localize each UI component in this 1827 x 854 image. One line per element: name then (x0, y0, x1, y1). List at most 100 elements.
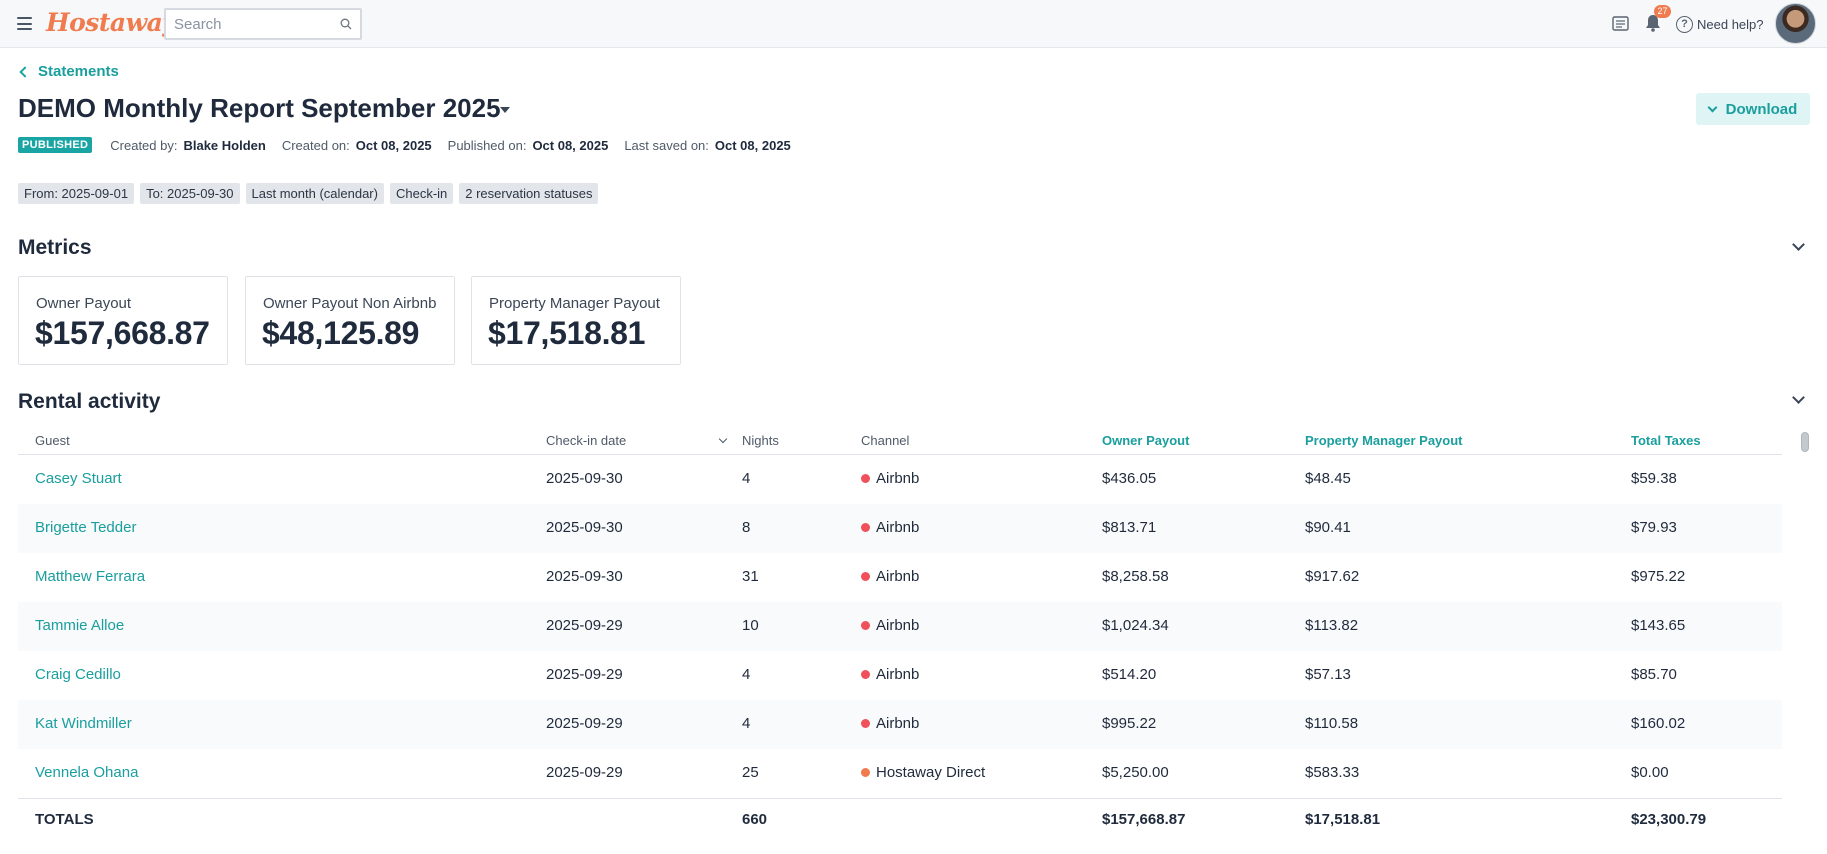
metrics-collapse-chevron-icon[interactable] (1792, 238, 1805, 251)
metric-value: $48,125.89 (262, 315, 420, 351)
channel-label: Hostaway Direct (876, 764, 986, 781)
nights-cell: 4 (742, 470, 751, 487)
guest-link[interactable]: Kat Windmiller (35, 715, 132, 732)
rental-activity-collapse-chevron-icon[interactable] (1792, 391, 1805, 404)
channel-cell: Airbnb (861, 470, 919, 487)
created-by-label: Created by: (110, 137, 178, 153)
filter-chip-statuses[interactable]: 2 reservation statuses (459, 183, 599, 204)
column-channel[interactable]: Channel (861, 433, 910, 448)
search-icon[interactable] (340, 18, 352, 30)
channel-dot-icon (861, 621, 870, 630)
last-saved-value: Oct 08, 2025 (714, 137, 791, 153)
checkin-date-cell: 2025-09-29 (546, 715, 623, 732)
guest-link[interactable]: Matthew Ferrara (35, 568, 146, 585)
notification-badge: 27 (1654, 5, 1671, 18)
metric-label: Owner Payout (36, 295, 132, 312)
breadcrumb[interactable]: Statements (18, 63, 119, 80)
filter-chip-from[interactable]: From: 2025-09-01 (18, 183, 135, 204)
totals-nights: 660 (742, 811, 768, 828)
metric-value: $157,668.87 (35, 315, 210, 351)
last-saved-label: Last saved on: (624, 137, 709, 153)
table-row[interactable]: Brigette Tedder 2025-09-30 8 Airbnb $813.71 $… (18, 504, 1782, 553)
column-checkin-date[interactable]: Check-in date (546, 433, 627, 448)
chevron-down-icon (1707, 102, 1718, 112)
question-icon: ? (1676, 15, 1693, 33)
total-taxes-cell: $59.38 (1631, 470, 1677, 487)
total-taxes-cell: $975.22 (1631, 568, 1686, 585)
nights-cell: 25 (742, 764, 759, 781)
pm-payout-cell: $113.82 (1305, 617, 1359, 634)
owner-payout-cell: $1,024.34 (1102, 617, 1169, 634)
channel-dot-icon (861, 670, 870, 679)
help-label: Need help? (1697, 16, 1764, 32)
owner-payout-cell: $514.20 (1102, 666, 1157, 683)
nights-cell: 8 (742, 519, 751, 536)
caret-down-icon[interactable] (500, 107, 510, 113)
metric-label: Owner Payout Non Airbnb (263, 295, 437, 312)
filter-chip-to[interactable]: To: 2025-09-30 (140, 183, 240, 204)
table-scrollbar[interactable] (1800, 430, 1810, 830)
table-row[interactable]: Kat Windmiller 2025-09-29 4 Airbnb $995.22 $1… (18, 700, 1782, 749)
pm-payout-cell: $917.62 (1305, 568, 1360, 585)
guest-link[interactable]: Tammie Alloe (35, 617, 125, 634)
table-row[interactable]: Vennela Ohana 2025-09-29 25 Hostaway Direct… (18, 749, 1782, 798)
pm-payout-cell: $48.45 (1305, 470, 1351, 487)
column-total-taxes[interactable]: Total Taxes (1631, 433, 1701, 448)
table-row[interactable]: Casey Stuart 2025-09-30 4 Airbnb $436.05 $48.… (18, 455, 1782, 504)
checkin-date-cell: 2025-09-30 (546, 568, 623, 585)
checkin-date-cell: 2025-09-30 (546, 470, 623, 487)
nights-cell: 4 (742, 666, 751, 683)
column-nights[interactable]: Nights (742, 433, 779, 448)
totals-pm-payout: $17,518.81 (1305, 811, 1381, 828)
pm-payout-cell: $90.41 (1305, 519, 1351, 536)
created-by-value: Blake Holden (183, 137, 266, 153)
total-taxes-cell: $160.02 (1631, 715, 1686, 732)
download-button[interactable]: Download (1696, 93, 1810, 125)
table-row[interactable]: Tammie Alloe 2025-09-29 10 Airbnb $1,024.34 $… (18, 602, 1782, 651)
totals-total-taxes: $23,300.79 (1631, 811, 1707, 828)
column-guest[interactable]: Guest (35, 433, 70, 448)
guest-link[interactable]: Casey Stuart (35, 470, 122, 487)
help-button[interactable]: ? Need help? (1676, 14, 1764, 34)
total-taxes-cell: $0.00 (1631, 764, 1669, 781)
owner-payout-cell: $995.22 (1102, 715, 1157, 732)
guest-link[interactable]: Craig Cedillo (35, 666, 121, 683)
channel-cell: Airbnb (861, 568, 919, 585)
guest-link[interactable]: Brigette Tedder (35, 519, 137, 536)
totals-label: TOTALS (35, 811, 94, 828)
checkin-date-cell: 2025-09-29 (546, 666, 623, 683)
metric-card-pm-payout: Property Manager Payout $17,518.81 (471, 276, 681, 365)
channel-label: Airbnb (876, 666, 920, 683)
statements-icon[interactable] (1612, 15, 1629, 32)
column-pm-payout[interactable]: Property Manager Payout (1305, 433, 1463, 448)
search-placeholder: Search (174, 16, 222, 33)
avatar[interactable] (1775, 3, 1816, 44)
channel-label: Airbnb (876, 470, 920, 487)
filter-chip-period[interactable]: Last month (calendar) (245, 183, 384, 204)
pm-payout-cell: $57.13 (1305, 666, 1351, 683)
sort-chevron-down-icon[interactable] (718, 434, 728, 444)
metric-value: $17,518.81 (488, 315, 646, 351)
created-on-label: Created on: (281, 137, 350, 153)
bell-icon[interactable] (1645, 14, 1661, 32)
total-taxes-cell: $85.70 (1631, 666, 1677, 683)
published-on-label: Published on: (447, 137, 527, 153)
download-label: Download (1725, 100, 1798, 118)
top-bar: Hostaway Search 27 ? Need help? (0, 0, 1827, 48)
totals-row: TOTALS 660 $157,668.87 $17,518.81 $23,30… (18, 798, 1782, 840)
logo[interactable]: Hostaway (46, 8, 177, 37)
table-row[interactable]: Craig Cedillo 2025-09-29 4 Airbnb $514.20 $57… (18, 651, 1782, 700)
created-on-value: Oct 08, 2025 (355, 137, 432, 153)
owner-payout-cell: $8,258.58 (1102, 568, 1169, 585)
scrollbar-thumb[interactable] (1801, 432, 1809, 452)
owner-payout-cell: $813.71 (1102, 519, 1157, 536)
metrics-title: Metrics (18, 236, 92, 259)
guest-link[interactable]: Vennela Ohana (35, 764, 139, 781)
channel-dot-icon (861, 572, 870, 581)
menu-icon[interactable] (17, 17, 32, 30)
breadcrumb-statements[interactable]: Statements (38, 63, 119, 80)
filter-chip-date-type[interactable]: Check-in (389, 183, 454, 204)
table-row[interactable]: Matthew Ferrara 2025-09-30 31 Airbnb $8,258.… (18, 553, 1782, 602)
search-input[interactable]: Search (164, 8, 362, 40)
column-owner-payout[interactable]: Owner Payout (1102, 433, 1190, 448)
